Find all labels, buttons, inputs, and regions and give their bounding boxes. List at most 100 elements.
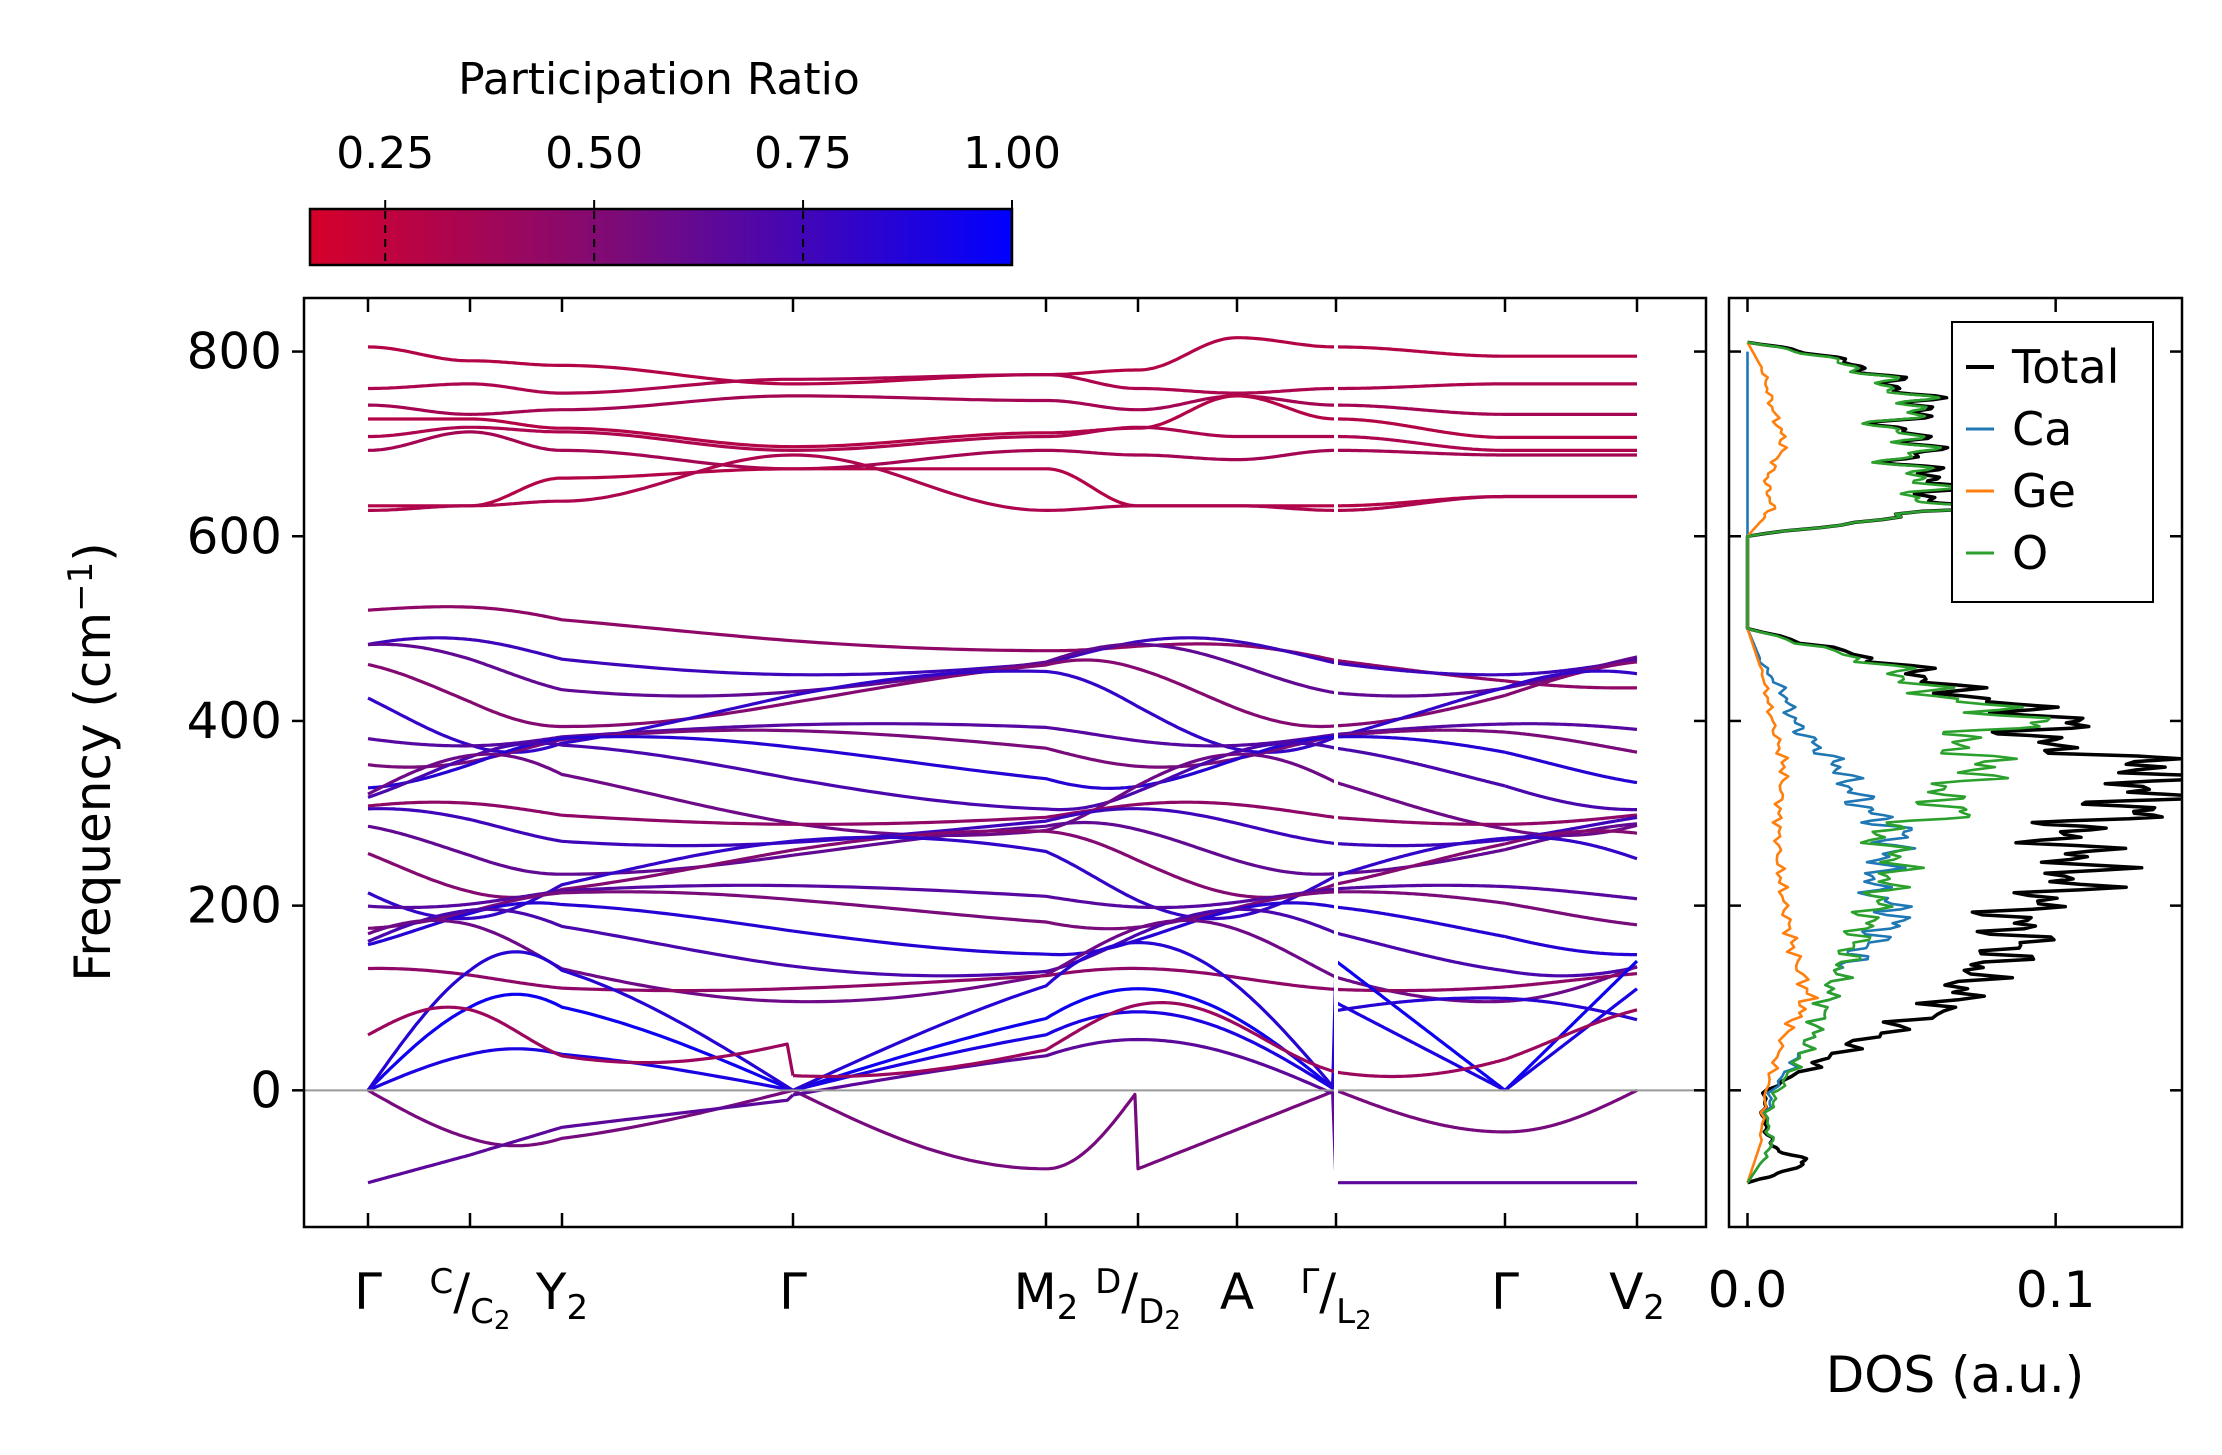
band-line [367, 734, 794, 790]
band-line [1335, 883, 1506, 891]
colorbar-title: Participation Ratio [458, 54, 860, 105]
band-line [1504, 935, 1638, 957]
band-line [1504, 996, 1638, 1022]
band-line [1335, 842, 1506, 886]
dos-line-ca [1746, 351, 1917, 1184]
band-line [367, 1093, 795, 1185]
band-line [792, 1002, 1338, 1092]
x-tick-label: Γ/L2 [1300, 1262, 1371, 1336]
band-line [792, 1088, 1337, 1171]
band-line [1335, 417, 1506, 439]
band-line [1335, 905, 1506, 939]
x-tick-label: Γ [1491, 1263, 1519, 1321]
x-tick-label: C/C2 [430, 1262, 511, 1336]
band-line [1335, 1001, 1506, 1092]
legend-entries: Total Ca Ge O [1966, 340, 2119, 580]
dos-x-tick-label: 0.1 [2016, 1261, 2096, 1319]
band-line [366, 992, 794, 1092]
band-line [1335, 996, 1506, 1013]
band-line [367, 605, 794, 643]
band-line [368, 467, 794, 508]
band-line [1335, 448, 1506, 457]
band-line [1335, 382, 1506, 391]
dos-ticks: 0.0 0.1 [1708, 298, 2182, 1319]
band-line [1503, 959, 1639, 1092]
band-line [793, 636, 1337, 677]
y-tick-label: 400 [187, 692, 282, 750]
band-line [792, 960, 1338, 1092]
band-line [1335, 1057, 1506, 1079]
band-line [1335, 661, 1506, 677]
x-tick-label: Y2 [535, 1263, 588, 1328]
x-tick-label: A [1220, 1263, 1254, 1321]
band-line [1504, 884, 1638, 901]
band-line [367, 883, 794, 910]
band-line [792, 835, 1337, 921]
band-line [1335, 494, 1506, 512]
colorbar-tick-label: 0.50 [545, 128, 643, 179]
band-line [1504, 669, 1638, 690]
colorbar-gradient [308, 207, 1014, 267]
band-line [1335, 734, 1506, 754]
band-line [1335, 728, 1506, 738]
band-line [368, 417, 794, 449]
legend-label-ca: Ca [2012, 402, 2072, 456]
y-tick-label: 0 [250, 1061, 282, 1119]
band-line [793, 373, 1336, 395]
legend-label-o: O [2012, 526, 2048, 580]
y-tick-label: 600 [187, 507, 282, 565]
band-line [793, 467, 1336, 508]
band-line [1335, 975, 1506, 1004]
band-line [368, 377, 793, 395]
band-line [367, 824, 794, 876]
band-line [367, 907, 794, 968]
band-line [1504, 1008, 1638, 1061]
main-axes-frame [302, 296, 1708, 1229]
band-line [1504, 901, 1638, 927]
y-tick-label: 800 [187, 323, 282, 381]
band-line [367, 430, 793, 471]
band-line [367, 642, 794, 698]
y-axis-title: Frequency (cm−1) [61, 542, 122, 982]
band-line [792, 425, 1336, 452]
band-line [367, 1005, 795, 1076]
band-line [368, 394, 793, 416]
colorbar: Participation Ratio 0.25 0.50 0.75 1.00 [308, 54, 1061, 267]
band-line [367, 839, 794, 921]
band-line [792, 901, 1337, 957]
band-line [1504, 730, 1638, 754]
band-line [793, 448, 1336, 471]
band-line [1335, 1088, 1506, 1134]
x-tick-label: Γ [779, 1263, 807, 1321]
band-line [792, 884, 1337, 910]
band-line [792, 741, 1337, 812]
band-line [792, 729, 1337, 769]
y-tick-label: 200 [187, 877, 282, 935]
band-line [792, 1037, 1338, 1183]
band-line [367, 636, 794, 677]
band-line [1504, 822, 1638, 852]
band-line [1335, 815, 1506, 827]
x-tick-label: M2 [1014, 1263, 1079, 1328]
band-line [792, 1000, 1337, 1079]
x-tick-label: D/D2 [1095, 1262, 1181, 1336]
band-line [793, 394, 1336, 412]
band-line [792, 807, 1337, 846]
band-line [1335, 959, 1506, 1092]
band-line [1504, 972, 1638, 989]
band-line [367, 345, 793, 386]
band-line [792, 907, 1337, 978]
dos-x-axis-title: DOS (a.u.) [1826, 1346, 2085, 1404]
band-line [1335, 931, 1506, 973]
main-x-ticks: Γ C/C2 Y2 Γ M2D/D2 A Γ/L2 Γ V2 [354, 298, 1665, 1336]
band-structure-plot: 0 200 400 600 800 Γ C/C2 Y2 Γ M2D/D2 A Γ/L2 Γ V2 Fre… [61, 296, 1708, 1336]
colorbar-tick-label: 0.25 [336, 128, 434, 179]
band-line [1335, 985, 1506, 993]
band-line [792, 800, 1337, 827]
band-line [792, 658, 1337, 729]
band-line [1335, 686, 1506, 698]
band-line [1335, 836, 1506, 878]
band-line [367, 1088, 794, 1148]
band-line [1504, 750, 1638, 785]
